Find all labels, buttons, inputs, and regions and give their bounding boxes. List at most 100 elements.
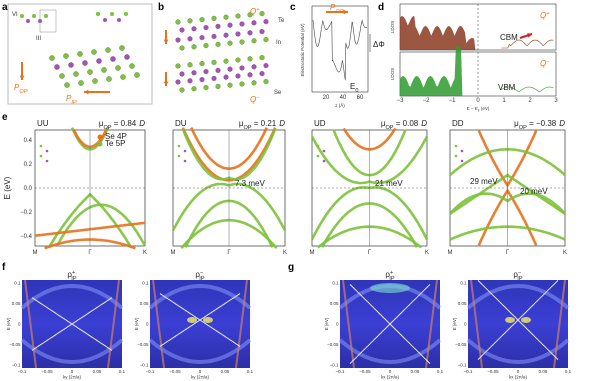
x-tick-label: −0.05	[487, 369, 499, 374]
charge-label-sup: +	[256, 7, 260, 13]
axis-label: LDOS	[390, 68, 395, 80]
atom	[223, 58, 229, 64]
inset-atom	[454, 154, 458, 158]
atom	[124, 12, 128, 16]
dipole-label-sub: OP	[103, 125, 111, 131]
arrow-head	[343, 9, 348, 15]
atom	[259, 55, 265, 61]
surface-state	[349, 284, 431, 364]
y-tick-label: −0.1	[140, 363, 149, 368]
atom	[211, 15, 217, 21]
x-tick-label: 0	[476, 98, 480, 104]
dipole-label-main: μ	[514, 119, 519, 128]
dipole-label-tail: = 0.08	[394, 119, 419, 128]
atom	[211, 75, 217, 81]
x-tick-label: 0	[389, 369, 392, 374]
charge-label: Q+	[540, 11, 550, 20]
x-tick-label: 0.1	[437, 369, 444, 374]
x-tick-label: 20	[323, 95, 330, 101]
x-tick-label: −0.1	[464, 369, 473, 374]
atom	[211, 33, 217, 39]
x-tick-label: −0.1	[18, 369, 27, 374]
atom	[187, 62, 193, 68]
dipole-label-sub: OP	[385, 125, 393, 131]
plot-title-sup: −	[518, 270, 521, 276]
y-tick-label: −0.4	[20, 234, 33, 240]
inset-atom	[183, 159, 187, 163]
x-tick-label: 60	[357, 95, 364, 101]
atom	[259, 29, 265, 35]
e0-label-sub: 0	[355, 88, 358, 94]
x-tick-label: 0.1	[565, 369, 572, 374]
inset-atom	[322, 159, 326, 163]
y-tick-label: −0.05	[455, 342, 467, 347]
side-edge	[152, 279, 165, 369]
atom	[103, 18, 107, 22]
inset-atom	[316, 144, 320, 148]
atom	[263, 37, 269, 43]
x-tick-label: 0.1	[247, 369, 254, 374]
axis-label: kx (2π/a)	[509, 375, 528, 380]
atom	[175, 19, 181, 25]
atom	[203, 69, 209, 75]
y-tick-label: −0.05	[327, 342, 339, 347]
y-tick-label: 0	[146, 322, 149, 327]
surface-state	[31, 297, 113, 351]
side-edge	[553, 279, 566, 369]
atom	[179, 71, 185, 77]
bulk-edge	[20, 283, 124, 310]
y-tick-label: 0.05	[140, 301, 149, 306]
inset-atom	[460, 159, 464, 163]
atom	[199, 77, 205, 83]
atom	[247, 72, 253, 78]
charge-label-main: Q	[250, 95, 256, 104]
surface-state	[159, 293, 241, 347]
dipole-label-sub: OP	[519, 125, 527, 131]
axis-label: E (eV)	[324, 317, 329, 330]
atom	[96, 58, 102, 64]
gap-label: 21 meV	[375, 179, 403, 188]
charge-label-sup: +	[546, 11, 550, 17]
atom	[124, 54, 130, 60]
x-tick-label: −3	[397, 98, 405, 104]
x-tick-label: −2	[423, 98, 431, 104]
k-label: M	[310, 250, 315, 256]
configuration-label: UD	[314, 119, 326, 128]
atom	[175, 37, 181, 43]
atom	[134, 72, 140, 78]
y-tick-label: −0.1	[330, 363, 339, 368]
arrow-head	[527, 33, 532, 38]
weight-spot	[370, 283, 410, 293]
atom	[175, 79, 181, 85]
atom	[175, 63, 181, 69]
axis-label-main: E − E	[467, 106, 478, 111]
atom	[191, 70, 197, 76]
atom	[203, 85, 209, 91]
side-edge	[24, 279, 37, 369]
e0-label-main: E	[350, 82, 355, 91]
plot-frame	[311, 5, 369, 93]
ldos-area	[400, 16, 478, 51]
x-tick-label: 0	[199, 369, 202, 374]
inset-atom	[45, 149, 49, 153]
inset-atom	[39, 154, 43, 158]
dipole-label: μOP = 0.21 D	[239, 119, 285, 131]
e0-label: E0	[350, 82, 358, 94]
delta-phi-label: ΔΦ	[373, 40, 385, 49]
panel-letter: d	[378, 2, 384, 13]
x-tick-label: −0.1	[336, 369, 345, 374]
panel-letter: g	[288, 262, 294, 273]
atom	[223, 32, 229, 38]
k-label: Γ	[368, 250, 372, 256]
inset-atom	[39, 144, 43, 148]
side-edge	[470, 279, 483, 369]
y-tick-label: 0.1	[142, 281, 149, 286]
bulk-edge	[466, 283, 570, 310]
y-tick-label: 0.1	[14, 281, 21, 286]
plot-title-sup: +	[390, 270, 393, 276]
atom	[92, 78, 98, 84]
heatmap	[150, 280, 250, 368]
x-tick-label: 2	[528, 98, 532, 104]
atom	[78, 80, 84, 86]
x-tick-label: 0.05	[411, 369, 420, 374]
